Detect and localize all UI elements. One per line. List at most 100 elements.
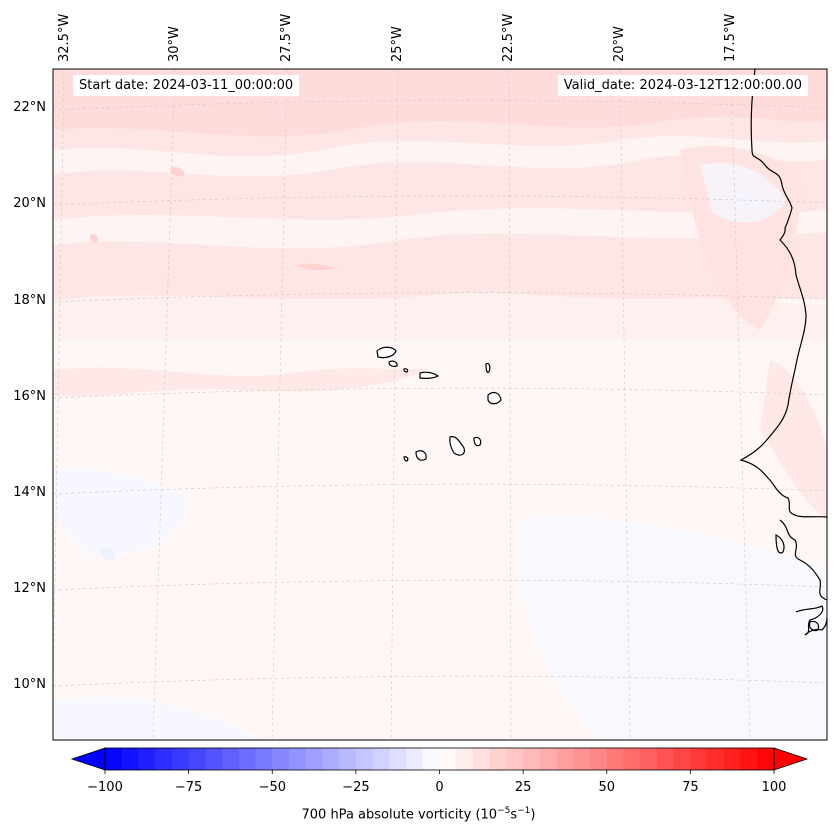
lon-gridline [152, 69, 176, 740]
longitude-labels: 32.5°W 30°W 27.5°W 25°W 22.5°W 20°W 17.5… [57, 14, 738, 62]
colorbar-segment [406, 748, 424, 770]
guinea-coast [775, 534, 785, 554]
bissagos-island [808, 620, 820, 632]
vorticity-negative-field [53, 163, 827, 740]
colorbar-segment [288, 748, 307, 770]
colorbar-tick-label: −50 [258, 780, 287, 795]
colorbar-segment [573, 748, 591, 770]
island-boa-vista [487, 391, 502, 405]
lon-label: 27.5°W [279, 14, 294, 62]
guinea-bissau-coast [795, 605, 827, 636]
colorbar-segment [623, 748, 641, 770]
colorbar-segment [422, 748, 441, 770]
lat-label: 20°N [13, 196, 46, 211]
colorbar-segment [656, 748, 675, 770]
colorbar-segment [205, 748, 223, 770]
colorbar-title: 700 hPa absolute vorticity (10−5s−1) [301, 806, 536, 823]
island-sao-nicolau [419, 371, 440, 379]
latitude-labels: 22°N 20°N 18°N 16°N 14°N 12°N 10°N [13, 100, 46, 692]
colorbar-segment [372, 748, 390, 770]
lat-label: 16°N [13, 389, 46, 404]
colorbar-tick-label: −100 [87, 780, 123, 795]
lon-label: 30°W [167, 26, 182, 62]
colorbar-segment [590, 748, 608, 770]
colorbar-tick-label: 0 [435, 780, 444, 795]
map-panel [53, 69, 827, 740]
lon-gridline [390, 69, 399, 740]
colorbar-segment [439, 748, 457, 770]
colorbar-segment [707, 748, 725, 770]
colorbar-extend-low [70, 747, 106, 771]
island-santa-luzia [403, 368, 409, 373]
africa-coastline [739, 69, 827, 518]
colorbar-tick-label: −75 [174, 780, 203, 795]
lat-gridline [53, 579, 827, 591]
gridlines [53, 69, 827, 740]
lon-gridline [271, 69, 288, 740]
colorbar-segment [272, 748, 290, 770]
colorbar-tick-label: 100 [761, 780, 787, 795]
island-santiago [449, 436, 465, 456]
lon-gridline [53, 69, 65, 701]
lon-label: 22.5°W [501, 14, 516, 62]
lat-gridline [53, 387, 827, 399]
colorbar-segment [188, 748, 206, 770]
island-maio [473, 436, 482, 447]
lon-label: 32.5°W [57, 14, 72, 62]
colorbar-segment [222, 748, 240, 770]
lat-label: 10°N [13, 677, 46, 692]
colorbar-segment [121, 748, 140, 770]
lat-gridline [53, 675, 827, 687]
lon-gridline [619, 69, 631, 740]
colorbar-segment [640, 748, 658, 770]
valid-date-label: Valid_date: 2024-03-12T12:00:00.00 [557, 75, 808, 96]
colorbar-tick-label: 25 [514, 780, 532, 795]
island-sal [485, 362, 491, 374]
colorbar-segment [238, 748, 257, 770]
colorbar-segment [138, 748, 156, 770]
lat-label: 22°N [13, 100, 46, 115]
cape-verde-islands [376, 346, 502, 462]
colorbar-segment [690, 748, 708, 770]
colorbar-segment [171, 748, 190, 770]
colorbar-segment [506, 748, 524, 770]
colorbar-segment [556, 748, 574, 770]
colorbar-segment [339, 748, 357, 770]
colorbar-segment [539, 748, 558, 770]
start-date-label: Start date: 2024-03-11_00:00:00 [73, 75, 300, 96]
colorbar-segment [322, 748, 340, 770]
colorbar-segment [606, 748, 625, 770]
map-frame [52, 68, 828, 741]
colorbar-segment [523, 748, 541, 770]
lat-gridline [53, 100, 827, 111]
colorbar-segment [355, 748, 374, 770]
colorbar-segment [305, 748, 324, 770]
lon-gridline [508, 69, 512, 740]
island-fogo [415, 450, 427, 461]
colorbar-tick-marks [104, 770, 775, 774]
coastlines [739, 69, 827, 636]
island-santo-antao [376, 346, 397, 359]
colorbar-segment [673, 748, 691, 770]
lat-label: 14°N [13, 485, 46, 500]
lat-label: 12°N [13, 581, 46, 596]
island-sao-vicente [388, 360, 398, 367]
colorbar-segment [757, 748, 775, 770]
lon-label: 25°W [390, 26, 405, 62]
lon-label: 17.5°W [723, 14, 738, 62]
lat-gridline [53, 292, 827, 303]
colorbar-tick-label: −25 [342, 780, 370, 795]
lat-gridline [53, 195, 827, 206]
colorbar-segment [723, 748, 742, 770]
senegal-coast [779, 519, 827, 601]
colorbar-segment [489, 748, 508, 770]
lon-gridline [730, 69, 751, 740]
island-brava [403, 456, 409, 462]
colorbar [70, 747, 809, 774]
colorbar-tick-label: 50 [598, 780, 616, 795]
colorbar-segment [105, 748, 123, 770]
colorbar-segment [472, 748, 491, 770]
colorbar-segments [105, 748, 775, 770]
colorbar-segment [740, 748, 758, 770]
